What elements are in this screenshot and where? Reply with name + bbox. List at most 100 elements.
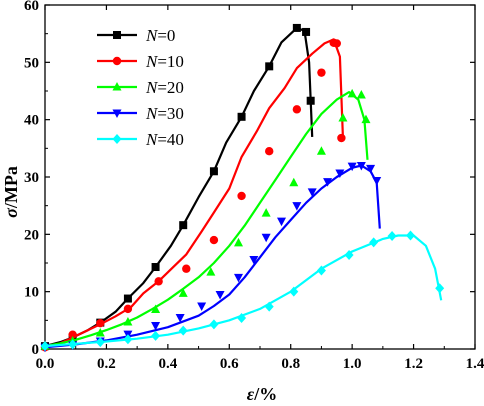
x-tick-label: 0.4: [158, 356, 177, 372]
data-point: [289, 286, 299, 297]
data-point: [361, 114, 371, 124]
data-point: [179, 221, 188, 230]
legend-marker: [112, 56, 122, 66]
data-point: [316, 146, 326, 155]
data-point: [123, 317, 133, 326]
legend-variable: N: [145, 130, 159, 149]
data-point: [261, 208, 271, 217]
data-point: [123, 334, 133, 345]
data-point: [123, 294, 132, 303]
data-point: [347, 162, 357, 172]
series-4: [40, 230, 445, 352]
data-point: [215, 291, 225, 300]
data-point: [249, 256, 259, 265]
data-point: [307, 188, 317, 197]
data-point: [356, 90, 366, 99]
data-point: [209, 319, 219, 330]
data-point: [234, 273, 243, 283]
x-tick-label: 1.4: [466, 356, 484, 372]
series-line: [44, 26, 314, 348]
data-point: [237, 191, 246, 201]
data-point: [151, 263, 160, 272]
data-point: [323, 178, 333, 187]
data-point: [151, 330, 161, 341]
y-tick-label: 30: [24, 170, 39, 186]
y-axis-unit: /MPa: [1, 166, 21, 209]
data-point: [344, 249, 354, 260]
legend-value: =30: [157, 104, 184, 123]
data-point: [197, 302, 207, 311]
y-axis-title: σ/MPa: [1, 166, 21, 218]
y-tick-label: 10: [24, 285, 39, 301]
legend-value: =10: [157, 52, 184, 71]
data-point: [317, 68, 326, 77]
x-axis-title: ε/%: [247, 384, 277, 404]
data-point: [40, 341, 50, 352]
legend-variable: N: [145, 78, 159, 97]
plot-frame: [44, 4, 476, 350]
data-point: [372, 176, 382, 186]
legend-marker: [112, 134, 122, 144]
data-point: [289, 177, 299, 187]
data-point: [366, 164, 376, 174]
data-point: [369, 237, 379, 248]
data-point: [154, 277, 163, 286]
data-point: [151, 304, 161, 313]
data-point: [265, 147, 274, 156]
legend-value: =40: [157, 130, 184, 149]
data-point: [347, 88, 357, 98]
series-line: [44, 38, 344, 349]
legend-variable: N: [145, 52, 159, 71]
series-line: [44, 90, 369, 348]
data-point: [206, 267, 216, 276]
data-point: [175, 313, 185, 323]
data-point: [68, 330, 77, 339]
legend-value: =20: [157, 78, 184, 97]
x-axis-symbol: ε: [247, 384, 255, 404]
data-point: [332, 39, 341, 48]
x-tick-label: 1.0: [343, 356, 362, 372]
y-tick-label: 60: [24, 0, 39, 14]
series-2: [40, 88, 371, 350]
data-point: [356, 162, 366, 171]
legend-variable: N: [145, 104, 159, 123]
data-point: [292, 202, 302, 211]
series-line: [44, 234, 443, 348]
data-point: [316, 265, 326, 276]
legend-marker: [112, 82, 122, 91]
data-point: [95, 327, 105, 337]
legend-variable: N: [145, 26, 159, 45]
data-point: [151, 321, 161, 331]
y-tick-label: 20: [24, 227, 39, 243]
x-tick-label: 0.2: [97, 356, 116, 372]
data-point: [306, 96, 315, 105]
legend-value: =0: [157, 26, 175, 45]
y-tick-label: 0: [32, 342, 40, 358]
legend-label: N=0: [145, 26, 175, 45]
data-point: [337, 133, 346, 143]
data-point: [178, 288, 188, 297]
data-point: [261, 233, 271, 243]
x-tick-label: 0.6: [220, 356, 239, 372]
data-point: [302, 27, 311, 36]
axes-layer: 0.0 0.2 0.4 0.6 0.8 1.0 1.2 1.4 0 10 20 30 40 50 60: [24, 0, 484, 372]
data-point: [68, 339, 78, 350]
series-1: [40, 38, 346, 352]
data-point: [338, 112, 348, 122]
data-point: [182, 264, 191, 273]
legend-label: N=20: [145, 78, 184, 97]
data-point: [209, 167, 218, 176]
data-point: [292, 23, 301, 32]
y-tick-label: 50: [24, 55, 39, 71]
y-tick-label: 40: [24, 113, 39, 129]
series-line: [44, 164, 381, 349]
data-point: [277, 217, 286, 227]
data-point: [178, 325, 188, 336]
y-axis-symbol: σ: [1, 207, 21, 218]
legend-label: N=40: [145, 130, 184, 149]
data-point: [95, 337, 105, 348]
series-layer: [40, 23, 445, 353]
legend-marker: [112, 109, 122, 118]
x-tick-label: 0.0: [36, 356, 55, 372]
data-point: [237, 112, 246, 121]
